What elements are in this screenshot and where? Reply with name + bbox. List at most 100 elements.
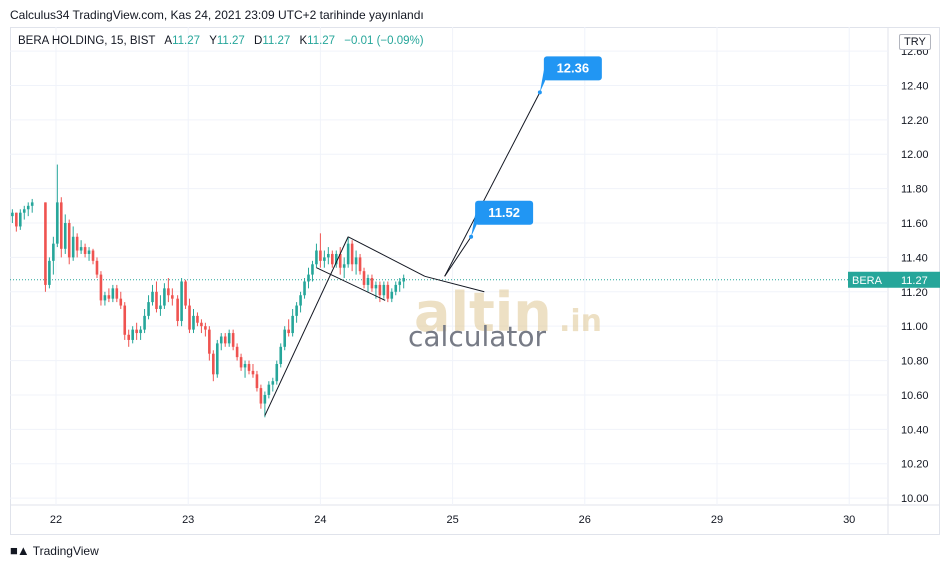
y-tick-label: 10.40 [901, 424, 929, 436]
candle-body [239, 357, 243, 368]
x-axis: 22 23 24 25 26 29 30 [50, 514, 855, 526]
watermark-sub: calculator [408, 320, 547, 353]
annotations: 11.52 12.36 [264, 56, 602, 416]
candle-body [184, 281, 187, 306]
candle-body [15, 212, 18, 227]
candle-body [67, 223, 71, 258]
footer-brand[interactable]: ■▲ TradingView [10, 543, 99, 558]
channel-top [347, 236, 426, 277]
y-tick-label: 11.20 [901, 287, 928, 299]
candle-body [111, 288, 115, 299]
candle-body [11, 212, 14, 217]
candle-body [208, 329, 211, 354]
candle-body [127, 334, 131, 340]
callout-label: 12.36 [557, 60, 590, 75]
candle-body [271, 381, 275, 385]
legend-high: 11.27 [216, 35, 245, 47]
candle-body [48, 260, 51, 285]
candle-body [311, 264, 314, 275]
legend-symbol: BERA HOLDING, 15, BIST [18, 35, 156, 47]
legend-low-label: D [254, 35, 263, 47]
candles [11, 164, 405, 418]
legend-close-label: K [299, 35, 308, 47]
candle-body [163, 288, 166, 306]
candle-body [212, 353, 215, 375]
y-tick-label: 11.80 [901, 184, 928, 196]
candle-body [30, 202, 34, 206]
candle-body [75, 236, 79, 251]
candle-body [219, 336, 223, 344]
candle-body [319, 250, 322, 261]
candle-body [251, 370, 255, 375]
y-axis: 10.00 10.20 10.40 10.60 10.80 11.00 11.20 11.40… [901, 46, 929, 505]
candle-body [63, 223, 67, 249]
candle-body [287, 329, 290, 334]
candle-body [235, 346, 239, 358]
publish-line: Calculus34 TradingView.com, Kas 24, 2021… [10, 8, 424, 22]
candle-body [99, 274, 103, 301]
candle-body [315, 250, 318, 265]
candle-body [358, 257, 362, 272]
trend-line [264, 236, 349, 416]
x-tick-label: 26 [579, 514, 591, 526]
candle-body [56, 202, 59, 244]
candle-body [83, 247, 87, 254]
candle-body [155, 291, 158, 309]
candle-body [370, 278, 374, 289]
candle-body [204, 326, 207, 330]
candle-body [167, 288, 170, 296]
candle-body [103, 295, 107, 301]
legend-open-label: A [164, 35, 173, 47]
footer-brand-text: TradingView [32, 543, 99, 558]
candle-body [180, 281, 183, 322]
candle-body [143, 315, 146, 330]
candle-body [386, 284, 390, 299]
candle-body [123, 305, 127, 335]
candle-body [243, 364, 247, 368]
y-tick-label: 10.80 [901, 356, 929, 368]
candle-body [346, 243, 350, 265]
candle-body [115, 288, 119, 299]
candle-body [342, 264, 346, 268]
candle-body [338, 253, 342, 268]
y-tick-label: 11.40 [901, 252, 928, 264]
candle-body [59, 202, 63, 249]
candle-body [231, 333, 235, 347]
candle-body [247, 364, 251, 371]
callout-box [475, 200, 534, 225]
candle-body [255, 374, 259, 389]
price-tag: BERA 11.27 [848, 271, 940, 288]
currency-selector[interactable]: TRY [899, 34, 931, 50]
candle-body [26, 205, 30, 210]
x-tick-label: 23 [182, 514, 194, 526]
tradingview-logo-icon: ■▲ [10, 543, 30, 558]
candle-body [259, 388, 263, 404]
candle-body [275, 364, 279, 382]
candle-body [135, 329, 138, 334]
candle-body [307, 274, 310, 282]
candle-body [295, 305, 298, 316]
candle-body [362, 271, 366, 285]
candle-body [398, 281, 402, 285]
candle-body [223, 336, 227, 344]
candle-body [151, 291, 154, 303]
candle-body [91, 250, 95, 261]
candle-body [95, 260, 99, 275]
y-tick-label: 10.60 [901, 390, 929, 402]
candle-body [52, 243, 55, 261]
legend-change: −0.01 (−0.09%) [344, 35, 424, 47]
x-tick-label: 30 [843, 514, 855, 526]
candle-body [147, 302, 150, 316]
candle-body [196, 315, 199, 323]
y-tick-label: 12.40 [901, 80, 929, 92]
candle-body [188, 305, 191, 330]
y-tick-label: 12.00 [901, 149, 929, 161]
channel-bottom [316, 267, 386, 301]
candle-body [263, 394, 267, 404]
candle-body [71, 236, 75, 258]
candle-body [394, 284, 398, 292]
price-tag-price: 11.27 [901, 275, 928, 287]
channel-extension [424, 275, 485, 293]
candle-body [19, 212, 22, 227]
